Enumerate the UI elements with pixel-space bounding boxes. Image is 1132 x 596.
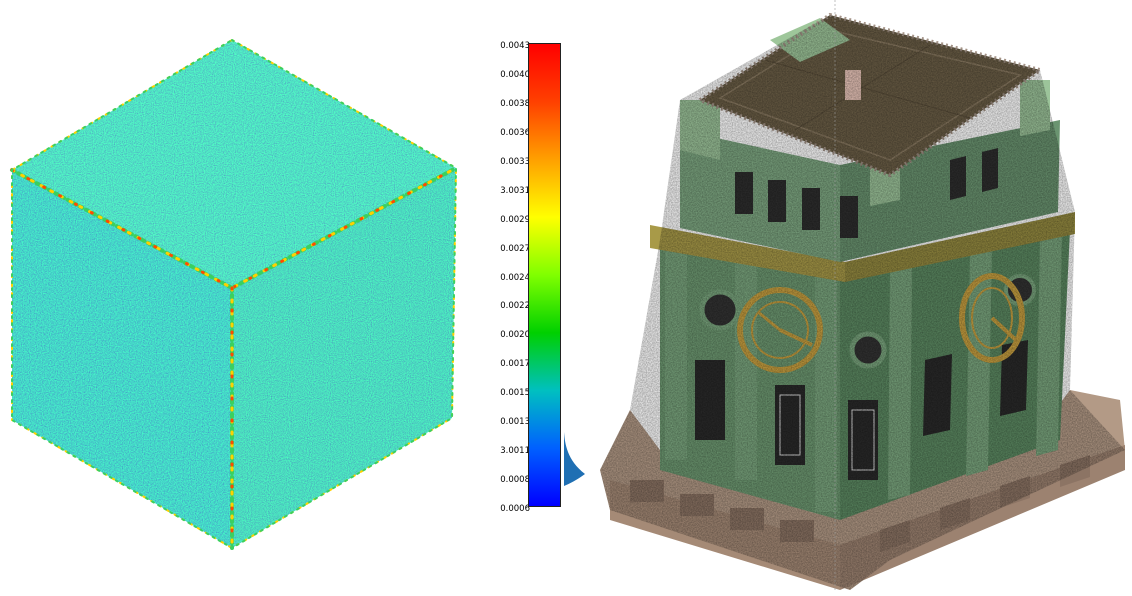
colorbar-tick-label: 3.0011 [500, 446, 530, 457]
colorbar-tick-label: 0.0027 [500, 243, 530, 254]
cube-graphic [10, 38, 458, 550]
color-scale-bar [528, 43, 561, 507]
point-cloud-cube [0, 30, 470, 560]
colorbar-tick-label: 0.0024 [500, 272, 530, 283]
colorbar-tick-label: 3.0031 [500, 185, 530, 196]
colorbar-tick-label: 0.0043 [500, 41, 530, 51]
colorbar-tick-label: 0.0013 [500, 417, 530, 428]
clock-tower-point-cloud [590, 0, 1132, 592]
colorbar-tick-label: 0.0008 [500, 475, 530, 486]
colorbar-tick-label: 0.0017 [500, 359, 530, 370]
distribution-curve [564, 432, 585, 486]
clock-tower-graphic [600, 0, 1125, 592]
colorbar-tick-label: 0.0029 [500, 214, 530, 225]
colorbar-tick-label: 0.0015 [500, 388, 530, 399]
colorbar-tick-label: 0.0022 [500, 301, 530, 312]
colorbar-tick-label: 0.0020 [500, 330, 530, 341]
colorbar-tick-label: 0.0006 [500, 504, 530, 514]
colorbar-tick-label: 0.0036 [500, 127, 530, 138]
color-scale-labels: 0.0043 0.0040 0.0038 0.0036 0.0033 3.0031 0.00… [480, 30, 590, 520]
colorbar-tick-label: 0.0040 [500, 69, 530, 80]
cube-edges [10, 38, 458, 550]
colorbar-tick-label: 0.0038 [500, 98, 530, 109]
colorbar-tick-label: 0.0033 [500, 156, 530, 167]
